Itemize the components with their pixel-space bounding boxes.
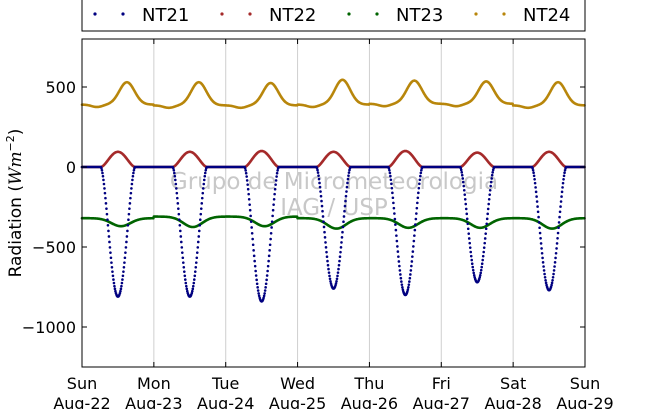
watermark: Grupo de Micrometeorologia IAG / USP bbox=[170, 169, 498, 221]
series-nt24 bbox=[80, 78, 586, 110]
legend: NT21 NT22 NT23 NT24 bbox=[81, 0, 586, 32]
watermark-line-1: Grupo de Micrometeorologia bbox=[170, 169, 498, 195]
series-nt22 bbox=[80, 149, 586, 169]
legend-label: NT22 bbox=[269, 5, 316, 26]
legend-item-nt21: NT21 bbox=[93, 5, 189, 26]
legend-marker bbox=[375, 12, 379, 16]
y-axis-unit-exponent: −2 bbox=[4, 135, 17, 151]
legend-marker bbox=[93, 12, 97, 16]
legend-marker bbox=[474, 12, 478, 16]
series-points-nt22 bbox=[80, 149, 586, 169]
x-tick-label-date: Aug-25 bbox=[269, 394, 326, 409]
x-tick-label-day: Mon bbox=[137, 374, 171, 393]
x-tick-label-day: Thu bbox=[353, 374, 384, 393]
x-tick-label-date: Aug-23 bbox=[125, 394, 182, 409]
legend-label: NT24 bbox=[523, 5, 570, 26]
y-axis-unit: Wm bbox=[6, 151, 26, 185]
y-axis-label-text: Radiation ( bbox=[6, 185, 26, 277]
y-tick-label: −1000 bbox=[22, 318, 76, 337]
legend-item-nt22: NT22 bbox=[220, 5, 316, 26]
legend-marker bbox=[248, 12, 252, 16]
x-tick-label-date: Aug-24 bbox=[197, 394, 254, 409]
grid-lines bbox=[153, 39, 514, 367]
y-axis-label-close: ) bbox=[6, 129, 26, 136]
legend-frame bbox=[81, 0, 586, 32]
legend-marker bbox=[220, 12, 224, 16]
x-tick-label-day: Sat bbox=[500, 374, 526, 393]
y-tick-label: −500 bbox=[32, 238, 76, 257]
x-tick-label-date: Aug-22 bbox=[53, 394, 110, 409]
legend-label: NT21 bbox=[142, 5, 189, 26]
x-tick-label-day: Sun bbox=[67, 374, 97, 393]
x-tick-label-day: Tue bbox=[211, 374, 239, 393]
legend-marker bbox=[347, 12, 351, 16]
y-axis-label: Radiation (Wm−2) bbox=[4, 129, 26, 278]
x-tick-label-date: Aug-29 bbox=[556, 394, 613, 409]
x-tick-label-day: Sun bbox=[570, 374, 600, 393]
x-tick-label-day: Fri bbox=[432, 374, 451, 393]
legend-label: NT23 bbox=[396, 5, 443, 26]
y-tick-label: 500 bbox=[45, 78, 76, 97]
legend-item-nt23: NT23 bbox=[347, 5, 443, 26]
x-tick-label-date: Aug-28 bbox=[484, 394, 541, 409]
axes: SunAug-22MonAug-23TueAug-24WedAug-25ThuA… bbox=[22, 39, 614, 409]
y-tick-label: 0 bbox=[66, 158, 76, 177]
plot-frame bbox=[81, 38, 586, 368]
legend-marker bbox=[121, 12, 125, 16]
legend-marker bbox=[502, 12, 506, 16]
legend-item-nt24: NT24 bbox=[474, 5, 570, 26]
x-tick-label-date: Aug-27 bbox=[413, 394, 470, 409]
x-tick-label-day: Wed bbox=[280, 374, 315, 393]
series-points-nt24 bbox=[80, 78, 586, 110]
x-tick-label-date: Aug-26 bbox=[341, 394, 398, 409]
